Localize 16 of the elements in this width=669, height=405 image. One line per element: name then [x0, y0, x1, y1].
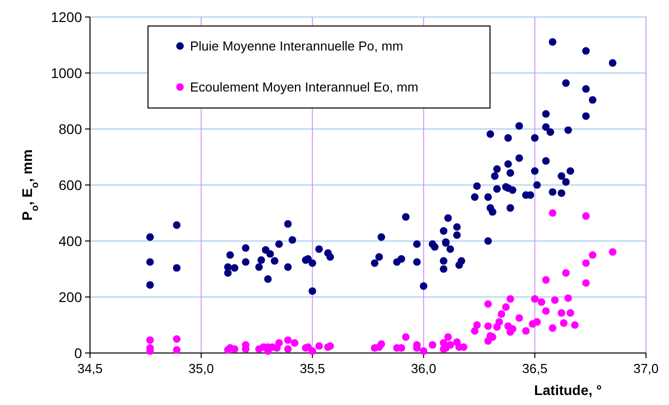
y-tick-label: 0 — [74, 344, 82, 361]
x-tick-label: 34,5 — [77, 361, 103, 376]
y-tick-label: 200 — [58, 288, 82, 305]
y-tick-label: 1000 — [50, 64, 82, 81]
legend-label: Pluie Moyenne Interannuelle Po, mm — [190, 38, 404, 54]
x-tick-label: 36,5 — [522, 361, 548, 376]
legend-label: Ecoulement Moyen Interannuel Eo, mm — [190, 80, 418, 95]
x-tick-label: 36,0 — [410, 361, 436, 376]
y-tick-label: 1200 — [50, 8, 82, 25]
y-tick-label: 400 — [58, 232, 82, 249]
x-tick-label: 35,5 — [300, 361, 326, 376]
x-tick-label: 35,0 — [188, 361, 214, 376]
y-tick-label: 600 — [58, 176, 82, 193]
y-tick-label: 800 — [58, 120, 82, 137]
x-tick-label: 37,0 — [633, 361, 659, 376]
x-axis-title: Latitude, ° — [534, 382, 602, 398]
